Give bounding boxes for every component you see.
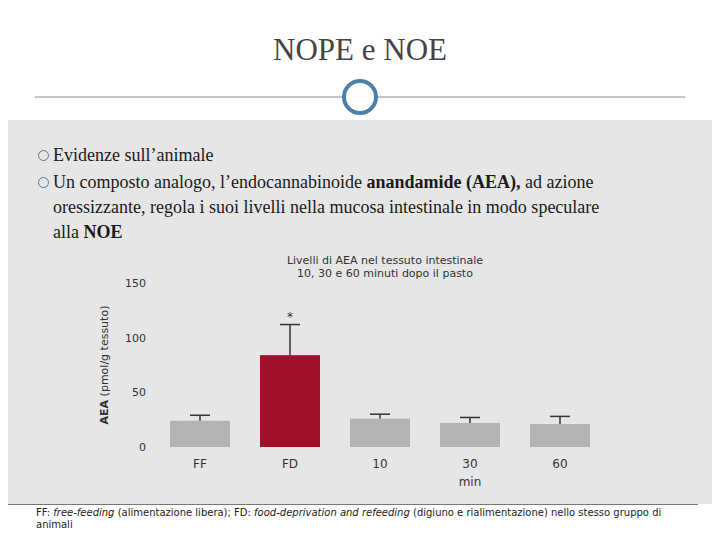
bar (530, 424, 590, 447)
text-segment: ad azione (520, 172, 593, 192)
error-bar (460, 417, 480, 422)
text-segment: (alimentazione libera); FD: (114, 507, 254, 518)
bar (260, 355, 320, 447)
y-tick-label: 0 (139, 441, 146, 454)
y-tick-label: 100 (125, 332, 146, 345)
bullet: Evidenze sull’animale (53, 143, 703, 168)
bullet-line: oressizzante, regola i suoi livelli nell… (53, 195, 703, 220)
chart: 0 50 100 150 AEA (pmol/g tessuto) Livelli di … (0, 0, 720, 540)
annotation: min (459, 475, 482, 489)
slide-title: NOPE e NOE (0, 32, 720, 68)
text-segment: NOE (83, 222, 122, 242)
annotation: * (287, 310, 293, 324)
x-tick-label: 60 (552, 457, 567, 471)
error-bar (190, 415, 210, 420)
bullet-line: alla NOE (53, 220, 703, 245)
bars (170, 325, 590, 447)
text-segment: Un composto analogo, l’endocannabinoide (53, 172, 366, 192)
error-bar (370, 414, 390, 418)
bullet-line: Evidenze sull’animale (53, 143, 703, 168)
y-tick-label: 150 (125, 277, 146, 290)
x-tick-label: 10 (372, 457, 387, 471)
error-bar (550, 416, 570, 424)
text-segment: food-deprivation and refeeding (254, 507, 410, 518)
chart-title: 10, 30 e 60 minuti dopo il pasto (297, 267, 473, 280)
circle-ornament (344, 81, 376, 113)
bar (170, 421, 230, 447)
text-segment: alla (53, 222, 83, 242)
text-segment: anandamide (AEA), (366, 172, 520, 192)
x-tick-label: FF (193, 457, 207, 471)
bullet-line: Un composto analogo, l’endocannabinoide … (53, 170, 703, 195)
error-bar (280, 325, 300, 356)
footnote: FF: free-feeding (alimentazione libera);… (8, 504, 698, 531)
text-segment: FF: (36, 507, 53, 518)
chart-title: Livelli di AEA nel tessuto intestinale (287, 254, 483, 267)
bar (440, 423, 500, 447)
bullet-marker (38, 150, 49, 161)
text-segment: Evidenze sull’animale (53, 145, 213, 165)
bullet-marker (38, 177, 49, 188)
text-segment: free-feeding (53, 507, 114, 518)
x-tick-label: 30 (462, 457, 477, 471)
x-tick-label: FD (282, 457, 298, 471)
bar (350, 419, 410, 447)
text-segment: oressizzante, regola i suoi livelli nell… (53, 197, 599, 217)
bullet: Un composto analogo, l’endocannabinoide … (53, 170, 703, 245)
y-axis-label: AEA (pmol/g tessuto) (98, 306, 111, 425)
y-tick-label: 50 (132, 386, 146, 399)
